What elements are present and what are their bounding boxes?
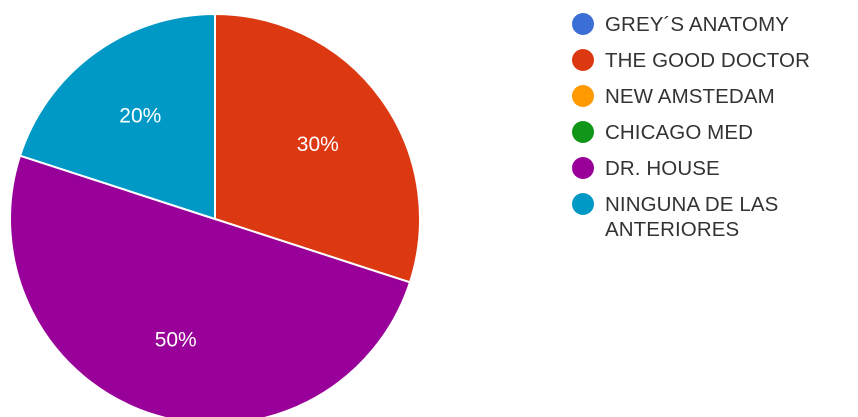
legend-swatch-ninguna-de-las-anteriores <box>572 193 594 215</box>
legend-swatch-chicago-med <box>572 121 594 143</box>
slice-label-dr-house: 50% <box>155 328 197 351</box>
legend-item-dr-house: DR. HOUSE <box>572 156 855 181</box>
pie-slice-the-good-doctor <box>214 12 421 284</box>
legend-label-greys-anatomy: GREY´S ANATOMY <box>605 13 790 36</box>
slice-label-ninguna-de-las-anteriores: 20% <box>119 105 161 128</box>
legend-item-the-good-doctor: THE GOOD DOCTOR <box>572 48 855 73</box>
legend-item-greys-anatomy: GREY´S ANATOMY <box>572 12 855 37</box>
pie-slice-dr-house <box>9 154 412 417</box>
legend-swatch-new-amstedam <box>572 85 594 107</box>
pie-chart: 30% 50% 20% <box>9 12 421 417</box>
legend-item-chicago-med: CHICAGO MED <box>572 120 855 145</box>
slice-label-the-good-doctor: 30% <box>297 133 339 156</box>
legend: GREY´S ANATOMY THE GOOD DOCTOR NEW AMSTE… <box>572 12 855 253</box>
legend-item-ninguna-de-las-anteriores: NINGUNA DE LAS ANTERIORES <box>572 192 855 242</box>
legend-swatch-dr-house <box>572 157 594 179</box>
legend-label-ninguna-de-las-anteriores: NINGUNA DE LAS ANTERIORES <box>605 193 779 241</box>
legend-label-dr-house: DR. HOUSE <box>605 157 720 180</box>
legend-label-the-good-doctor: THE GOOD DOCTOR <box>605 49 810 72</box>
legend-label-new-amstedam: NEW AMSTEDAM <box>605 85 775 108</box>
pie-slice-ninguna-de-las-anteriores <box>18 12 216 221</box>
legend-swatch-the-good-doctor <box>572 49 594 71</box>
legend-swatch-greys-anatomy <box>572 13 594 35</box>
legend-item-new-amstedam: NEW AMSTEDAM <box>572 84 855 109</box>
legend-label-chicago-med: CHICAGO MED <box>605 121 754 144</box>
